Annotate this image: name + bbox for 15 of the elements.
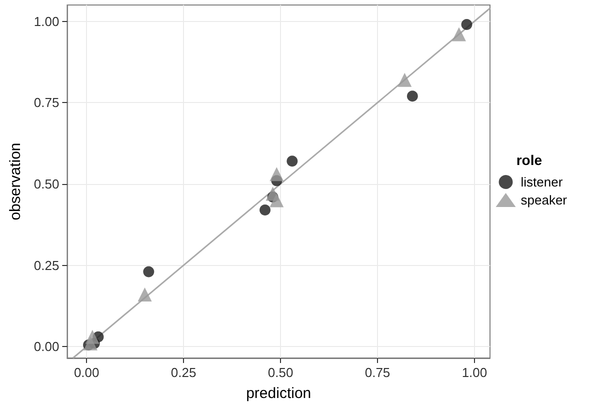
x-tick-label: 0.25 [170,365,196,380]
y-tick-label: 1.00 [34,14,60,29]
legend-title: role [516,152,542,168]
x-tick-label: 1.00 [462,365,488,380]
y-axis-title: observation [7,142,24,220]
legend-label: listener [520,174,564,190]
x-tick-label: 0.50 [268,365,294,380]
y-tick-label: 0.75 [34,95,60,110]
y-tick-label: 0.50 [34,176,60,192]
x-tick-label: 0.00 [74,365,100,380]
x-axis-title: prediction [246,385,312,402]
y-tick-label: 0.00 [34,339,60,354]
legend-label: speaker [520,192,568,208]
x-tick-label: 0.75 [364,365,390,380]
y-tick-label: 0.25 [34,258,60,273]
